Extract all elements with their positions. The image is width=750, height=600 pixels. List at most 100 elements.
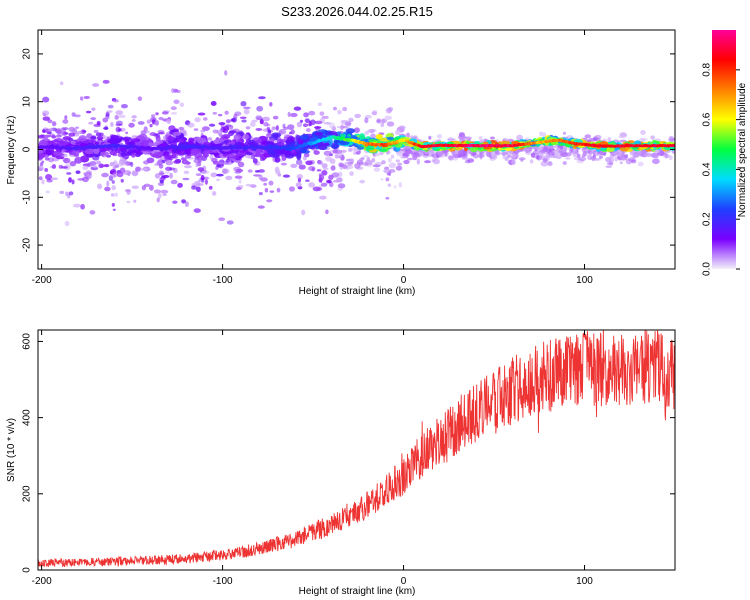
spectrogram-noise-blob [103, 126, 109, 130]
spectrogram-noise-blob [646, 152, 652, 157]
spectrogram-noise-blob [89, 210, 96, 215]
spectrogram-noise-blob [394, 129, 401, 136]
spectrogram-noise-blob [183, 165, 192, 169]
spectrogram-noise-blob [554, 151, 561, 158]
spectrogram-noise-blob [111, 203, 115, 207]
spectrogram-noise-blob [403, 159, 410, 165]
spectrogram-noise-blob [182, 177, 190, 181]
spectrogram-noise-blob [64, 220, 70, 227]
spectrogram-noise-blob [208, 185, 213, 190]
spectrogram-band-blob [318, 143, 327, 151]
spectrogram-noise-blob [510, 159, 516, 166]
spectrogram-noise-blob [384, 115, 393, 121]
colorbar-tick-label: 0.8 [702, 62, 713, 76]
spectrogram-noise-blob [442, 150, 447, 153]
spectrogram-noise-blob [269, 101, 273, 107]
spectrogram-noise-blob [571, 149, 579, 156]
spectrogram-noise-blob [151, 119, 156, 125]
snr-ytick-label: 0 [22, 567, 33, 573]
spectrogram-noise-blob [225, 161, 233, 165]
spectrogram-noise-blob [141, 185, 147, 191]
spectrogram-noise-blob [332, 148, 338, 154]
spectrogram-noise-blob [329, 181, 334, 188]
spectrogram-noise-blob [131, 135, 138, 140]
colorbar: 0.0 0.2 0.4 0.6 0.8 Normalized spectral ampl… [702, 30, 748, 276]
snr-xtick-label: -100 [213, 576, 233, 587]
spectrogram-noise-blob [371, 110, 378, 115]
spectrogram-noise-blob [251, 119, 258, 123]
spectrogram-noise-blob [262, 116, 270, 122]
spectrogram-noise-blob [46, 179, 53, 183]
spectrogram-band-blob [213, 151, 219, 157]
spectrogram-noise-blob [524, 147, 531, 153]
spectrogram-noise-blob [380, 122, 385, 128]
spectrogram-noise-blob [207, 137, 213, 141]
spectrogram-band-blob [172, 149, 179, 153]
spectrogram-noise-blob [328, 174, 334, 180]
spectrogram-noise-blob [219, 159, 225, 164]
spectrogram-band-blob [51, 135, 57, 139]
spectrogram-noise-blob [243, 108, 250, 115]
spectrogram-noise-blob [224, 70, 228, 76]
spectrogram-noise-blob [226, 220, 234, 225]
spectrogram-ridge-point [157, 144, 161, 148]
spectrogram-noise-blob [173, 99, 180, 105]
spectrogram-noise-blob [216, 173, 224, 177]
spectrogram-noise-blob [451, 150, 455, 156]
spectrogram-noise-blob [395, 159, 400, 163]
spectrogram-noise-blob [191, 185, 198, 190]
spectrogram-noise-blob [364, 131, 369, 135]
spectrogram-noise-blob [637, 161, 644, 167]
spectrogram-noise-blob [336, 125, 341, 129]
spectrogram-noise-blob [108, 175, 114, 182]
spectrogram-noise-blob [339, 149, 347, 153]
snr-ytick-label: 400 [22, 409, 33, 426]
spectrogram-noise-blob [287, 111, 291, 117]
snr-series-line [38, 330, 675, 568]
spectrogram-noise-blob [314, 126, 322, 129]
spectrogram-noise-blob [539, 149, 547, 154]
spectrogram-noise-blob [288, 131, 292, 135]
spectrogram-band-blob [172, 131, 182, 136]
spectrogram-noise-blob [128, 122, 135, 128]
spectrogram-noise-blob [112, 208, 116, 211]
spectrogram-band-blob [155, 135, 161, 142]
spectrogram-noise-blob [428, 135, 432, 140]
spectrogram-band-blob [43, 135, 48, 141]
spectrogram-noise-blob [459, 135, 467, 140]
spectrogram-noise-blob [249, 121, 256, 127]
spectrogram-noise-blob [200, 129, 206, 133]
spectrogram-noise-blob [290, 112, 298, 118]
spectrogram-noise-blob [386, 121, 395, 127]
spectrogram-noise-blob [387, 157, 392, 163]
spectrogram-noise-blob [398, 125, 406, 130]
spectrogram-noise-blob [82, 165, 89, 171]
spectrogram-noise-blob [183, 157, 187, 164]
spectrogram-noise-blob [332, 179, 340, 183]
spectrogram-ytick-label: -20 [22, 237, 33, 252]
spectrogram-noise-blob [75, 170, 81, 175]
spectrogram-noise-blob [69, 160, 77, 167]
snr-ytick-label: 200 [22, 485, 33, 502]
spectrogram-noise-blob [220, 163, 225, 166]
spectrogram-noise-blob [201, 170, 210, 175]
spectrogram-noise-blob [581, 154, 586, 158]
spectrogram-noise-blob [197, 112, 206, 116]
spectrogram-noise-blob [358, 158, 364, 163]
spectrogram-noise-blob [362, 154, 369, 158]
spectrogram-noise-blob [82, 176, 89, 183]
spectrogram-noise-blob [109, 162, 115, 167]
spectrogram-noise-blob [38, 176, 43, 181]
spectrogram-band-blob [148, 142, 153, 147]
spectrogram-noise-blob [326, 179, 332, 184]
spectrogram-noise-blob [201, 126, 210, 131]
spectrogram-band-blob [62, 136, 72, 141]
spectrogram-noise-blob [72, 203, 81, 208]
spectrogram-noise-blob [161, 111, 169, 115]
spectrogram-band-blob [375, 133, 383, 140]
colorbar-label: Normalized spectral amplitude [737, 82, 748, 217]
spectrogram-band-blob [378, 148, 387, 152]
spectrogram-noise-blob [97, 183, 103, 190]
spectrogram-noise-blob [50, 177, 59, 181]
